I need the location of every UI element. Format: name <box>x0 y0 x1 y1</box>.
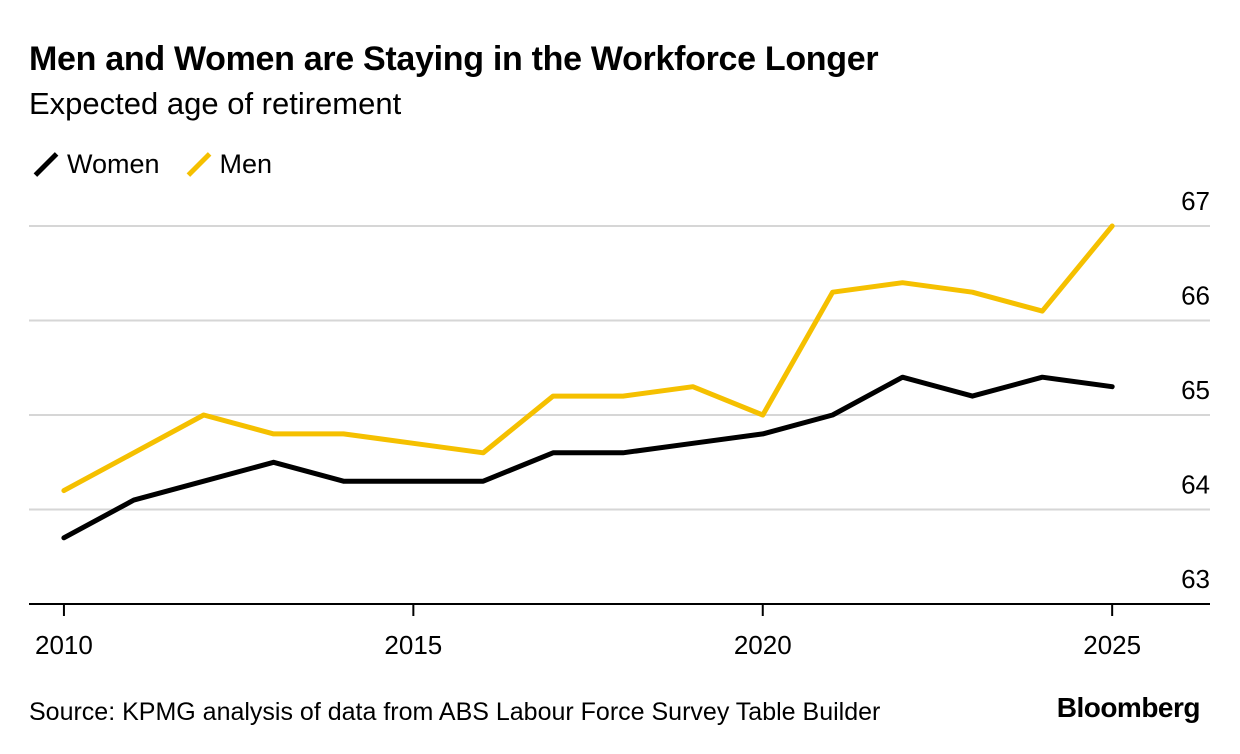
series-line-men <box>61 223 1115 494</box>
x-tick-label-2010: 2010 <box>35 630 93 660</box>
legend-label-women: Women <box>67 148 160 179</box>
legend-label-men: Men <box>219 148 273 179</box>
y-tick-label-64: 64 <box>1181 470 1210 500</box>
chart-subtitle: Expected age of retirement <box>29 86 402 121</box>
x-tick-label-2020: 2020 <box>734 630 792 660</box>
y-tick-label-66: 66 <box>1181 281 1210 311</box>
y-tick-label-65: 65 <box>1181 375 1210 405</box>
x-tick-label-2015: 2015 <box>384 630 442 660</box>
series-line-women <box>61 374 1115 541</box>
x-tick-label-2025: 2025 <box>1083 630 1141 660</box>
chart-title: Men and Women are Staying in the Workfor… <box>29 40 879 78</box>
legend-item-men: Men <box>182 149 273 180</box>
legend: Women Men <box>29 146 294 182</box>
source-note: Source: KPMG analysis of data from ABS L… <box>29 698 881 726</box>
y-tick-label-67: 67 <box>1181 186 1210 216</box>
legend-item-women: Women <box>29 149 160 180</box>
brand-logo: Bloomberg <box>1056 692 1201 723</box>
y-tick-label-63: 63 <box>1181 564 1210 594</box>
